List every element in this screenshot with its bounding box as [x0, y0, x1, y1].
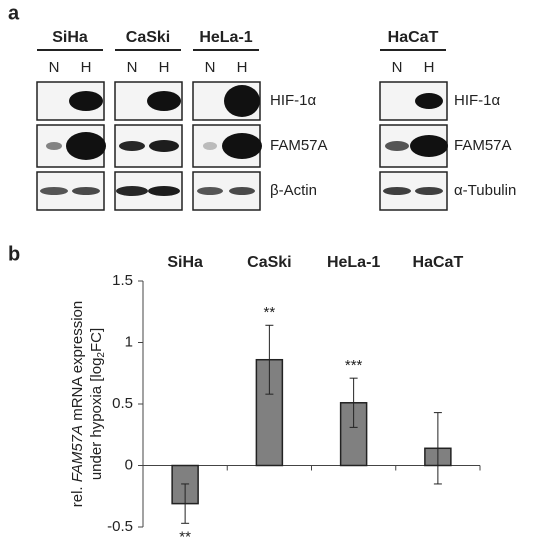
- band: [383, 187, 411, 195]
- row-label: FAM57A: [270, 137, 328, 154]
- category-label: HeLa-1: [327, 254, 380, 271]
- category-label: SiHa: [167, 254, 203, 271]
- lane-label: H: [159, 59, 170, 76]
- y-label-part: rel.: [69, 482, 86, 507]
- row-label: α-Tubulin: [454, 182, 516, 199]
- y-label-part: 2: [96, 352, 107, 358]
- y-axis-label: under hypoxia [log2FC]: [88, 328, 107, 480]
- row-label: β-Actin: [270, 182, 317, 199]
- y-tick-label: 1.5: [112, 272, 133, 289]
- band: [222, 133, 262, 159]
- y-label-part: under hypoxia [log: [88, 358, 105, 481]
- panel-label: b: [8, 243, 20, 265]
- lane-label: N: [205, 59, 216, 76]
- panel-label: a: [8, 2, 20, 24]
- band: [72, 187, 100, 195]
- band: [147, 91, 181, 111]
- significance: **: [179, 528, 191, 545]
- row-label: FAM57A: [454, 137, 512, 154]
- band: [66, 132, 106, 160]
- band: [69, 91, 103, 111]
- band: [119, 141, 145, 151]
- y-tick-label: 1: [125, 333, 133, 350]
- row-label: HIF-1α: [270, 92, 317, 109]
- band: [116, 186, 148, 196]
- lane-label: H: [424, 59, 435, 76]
- lane-label: N: [392, 59, 403, 76]
- band: [385, 141, 409, 151]
- band: [415, 93, 443, 109]
- y-label-part: FC]: [88, 328, 105, 352]
- band: [410, 135, 448, 157]
- group-label: CaSki: [126, 29, 170, 46]
- group-label: HaCaT: [388, 29, 439, 46]
- band: [40, 187, 68, 195]
- category-label: CaSki: [247, 254, 291, 271]
- y-axis-label: rel. FAM57A mRNA expression: [69, 301, 86, 507]
- y-label-part: FAM57A: [69, 425, 86, 482]
- significance: **: [264, 304, 276, 321]
- band: [149, 140, 179, 152]
- band: [148, 186, 180, 196]
- band: [229, 187, 255, 195]
- lane-label: H: [237, 59, 248, 76]
- lane-label: N: [49, 59, 60, 76]
- band: [46, 142, 62, 150]
- band: [203, 142, 217, 150]
- group-label: HeLa-1: [199, 29, 252, 46]
- y-tick-label: 0.5: [112, 395, 133, 412]
- y-label-part: mRNA expression: [69, 301, 86, 425]
- band: [197, 187, 223, 195]
- lane-label: N: [127, 59, 138, 76]
- significance: ***: [345, 357, 363, 374]
- y-tick-label: 0: [125, 456, 133, 473]
- group-label: SiHa: [52, 29, 88, 46]
- lane-label: H: [81, 59, 92, 76]
- category-label: HaCaT: [413, 254, 464, 271]
- row-label: HIF-1α: [454, 92, 501, 109]
- y-tick-label: -0.5: [107, 518, 133, 535]
- band: [415, 187, 443, 195]
- band: [224, 85, 260, 117]
